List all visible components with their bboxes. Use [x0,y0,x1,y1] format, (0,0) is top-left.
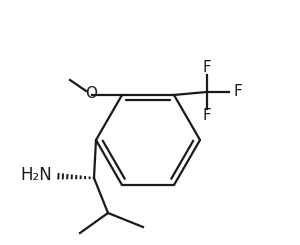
Text: O: O [85,86,97,101]
Text: H₂N: H₂N [20,166,52,184]
Text: F: F [234,85,242,99]
Text: F: F [202,109,211,123]
Text: F: F [202,61,211,75]
